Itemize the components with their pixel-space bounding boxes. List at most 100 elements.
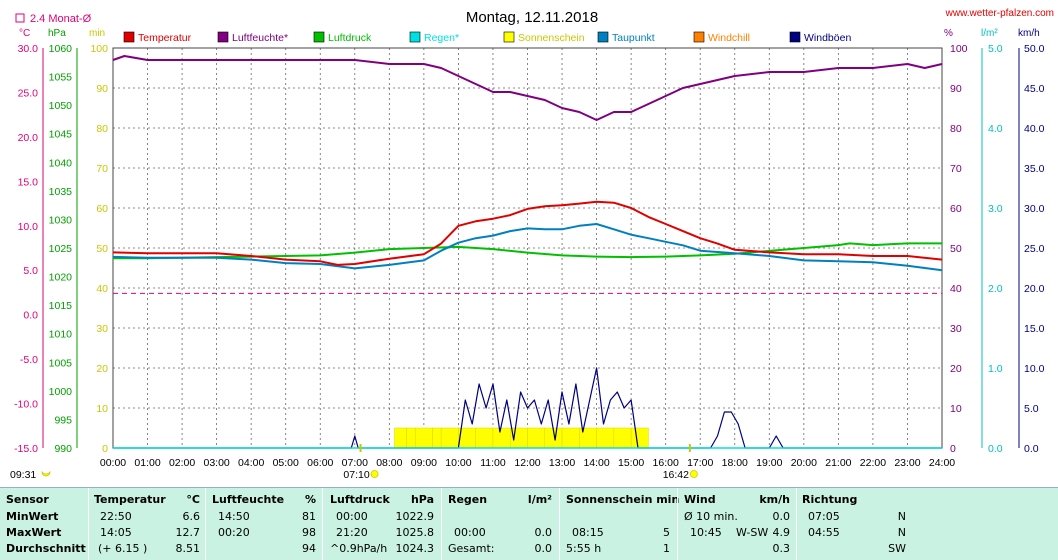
temp-avg-note: (+ 6.15 ) [98, 542, 148, 555]
wind-tick-label: 10.0 [1024, 363, 1045, 375]
legend-label-0: Temperatur [138, 32, 192, 44]
legend-swatch-5 [597, 31, 609, 43]
x-tick-label: 00:00 [100, 457, 126, 469]
legend-label-5: Taupunkt [612, 32, 655, 44]
legend-label-4: Sonnenschein [518, 32, 585, 44]
wind-min-note: Ø 10 min. [684, 510, 738, 523]
x-tick-label: 09:00 [411, 457, 437, 469]
humidity-tick-label: 10 [950, 403, 962, 415]
stats-header-humidity: Luftfeuchte [212, 493, 285, 506]
hum-min-value: 81 [302, 510, 316, 523]
stats-col-sunshine: Sonnenschein min 08:15 5 5:55 h 1 [566, 488, 679, 560]
temp-tick-label: 5.0 [23, 265, 38, 277]
x-tick-label: 03:00 [203, 457, 229, 469]
stats-row-max: MaxWert [6, 526, 62, 539]
rain-max-value: 0.0 [534, 526, 553, 539]
wind-max-direction: W-SW [736, 526, 769, 539]
pressure-tick-label: 1015 [49, 300, 73, 312]
pressure-tick-label: 1035 [49, 186, 73, 198]
sunshine-tick-label: 40 [96, 283, 108, 295]
x-tick-label: 10:00 [445, 457, 471, 469]
legend: Temperatur Luftfeuchte* Luftdruck Regen* Son… [123, 31, 851, 44]
stats-col-sensor: Sensor MinWert MaxWert Durchschnitt [6, 488, 86, 560]
unit-sunshine: min [89, 28, 105, 39]
hum-min-time: 14:50 [218, 510, 250, 523]
moon-icon [41, 470, 51, 477]
dir-max-value: N [897, 526, 906, 539]
sunshine-tick-label: 30 [96, 323, 108, 335]
x-tick-label: 04:00 [238, 457, 264, 469]
pressure-tick-label: 995 [54, 414, 72, 426]
grid [112, 47, 943, 449]
x-tick-label: 08:00 [376, 457, 402, 469]
stats-header-wind: Wind [684, 493, 716, 506]
stats-header-pressure: Luftdruck [330, 493, 390, 506]
unit-pressure: hPa [48, 28, 66, 39]
humidity-tick-label: 100 [950, 43, 968, 55]
sunshine-tick-label: 50 [96, 243, 108, 255]
sunshine-tick-label: 60 [96, 203, 108, 215]
sun-max-value: 5 [663, 526, 670, 539]
rain-tick-label: 3.0 [988, 203, 1003, 215]
temp-avg-value: 8.51 [175, 542, 201, 555]
sunset-icon [689, 470, 698, 478]
stats-unit-pressure: hPa [410, 493, 434, 506]
dir-max-time: 04:55 [808, 526, 840, 539]
wind-max-value: 4.9 [772, 526, 791, 539]
stats-row-min: MinWert [6, 510, 59, 523]
pressure-tick-label: 1045 [49, 129, 73, 141]
stats-header-rain: Regen [448, 493, 488, 506]
pressure-tick-label: 1055 [49, 72, 73, 84]
dir-avg-value: SW [888, 542, 906, 555]
pressure-tick-label: 1030 [49, 214, 73, 226]
pressure-tick-label: 1020 [49, 272, 73, 284]
unit-wind: km/h [1018, 28, 1040, 39]
wind-tick-label: 40.0 [1024, 123, 1045, 135]
axes: 30.0 25.0 20.0 15.0 10.0 5.0 0.0 -5.0 -10.0 -15.0… [14, 43, 1045, 469]
sun-max-time: 08:15 [572, 526, 604, 539]
statistics-table: Sensor MinWert MaxWert Durchschnitt Temp… [0, 487, 1058, 560]
stats-separator [205, 488, 206, 560]
stats-unit-temperature: °C [186, 493, 200, 506]
wind-tick-label: 35.0 [1024, 163, 1045, 175]
stats-separator [88, 488, 89, 560]
temp-tick-label: 10.0 [18, 221, 39, 233]
wind-tick-label: 45.0 [1024, 83, 1045, 95]
wind-max-time: 10:45 [690, 526, 722, 539]
press-avg-value: 1024.3 [395, 542, 435, 555]
series-dewpoint [112, 223, 943, 272]
sunshine-bar [527, 427, 546, 449]
series-layer [112, 55, 943, 449]
temp-tick-label: -10.0 [14, 399, 38, 411]
temp-tick-label: -15.0 [14, 443, 38, 455]
stats-header-direction: Richtung [802, 493, 858, 506]
x-tick-label: 20:00 [791, 457, 817, 469]
sunshine-bar [440, 427, 459, 449]
legend-swatch-7 [789, 31, 801, 43]
sunshine-bar [561, 427, 580, 449]
legend-swatch-2 [313, 31, 325, 43]
temp-min-time: 22:50 [100, 510, 132, 523]
moonset-label: 09:31 [10, 469, 36, 481]
x-tick-label: 13:00 [549, 457, 575, 469]
site-url[interactable]: www.wetter-pfalzen.com [945, 8, 1054, 19]
pressure-tick-label: 1040 [49, 157, 73, 169]
x-tick-label: 15:00 [618, 457, 644, 469]
humidity-tick-label: 60 [950, 203, 962, 215]
x-tick-label: 22:00 [860, 457, 886, 469]
sunshine-tick-label: 80 [96, 123, 108, 135]
x-tick-label: 18:00 [722, 457, 748, 469]
hum-max-value: 98 [302, 526, 316, 539]
press-min-time: 00:00 [336, 510, 368, 523]
sunshine-bar [630, 427, 649, 449]
unit-rain: l/m² [981, 28, 998, 39]
x-tick-label: 21:00 [825, 457, 851, 469]
stats-separator [677, 488, 678, 560]
stats-col-direction: Richtung 07:05 N 04:55 N SW [802, 488, 908, 560]
sun-markers: 07:10 16:42 09:31 [10, 444, 698, 481]
unit-humidity: % [944, 28, 953, 39]
avg-label: 2.4 Monat-Ø [30, 13, 92, 25]
legend-swatch-4 [503, 31, 515, 43]
x-tick-label: 14:00 [583, 457, 609, 469]
sunshine-bar [492, 427, 511, 449]
